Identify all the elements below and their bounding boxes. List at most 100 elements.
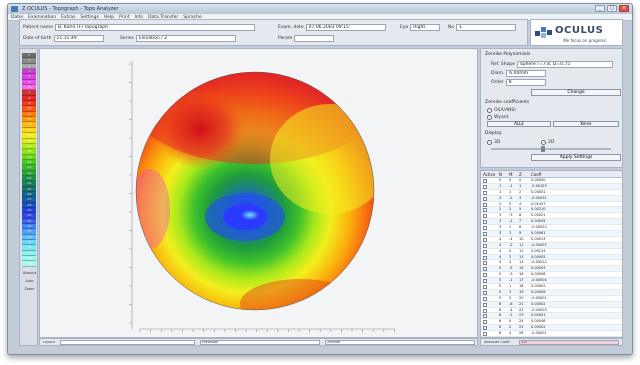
analysis-select[interactable]: Zernike <box>325 340 475 345</box>
diameter-field[interactable]: 6.00mm <box>506 70 547 77</box>
row-checkbox[interactable] <box>483 314 487 319</box>
ref-shape-field[interactable]: Sphere r=7.8, D=0.75 <box>516 61 613 68</box>
menu-item[interactable]: Print <box>119 14 130 20</box>
row-checkbox[interactable] <box>483 279 487 284</box>
row-checkbox[interactable] <box>483 220 487 225</box>
color-swatch[interactable]: -21 <box>22 165 36 171</box>
color-swatch[interactable]: -3 <box>22 69 36 75</box>
table-row[interactable]: 5 -5 15 0.00003 <box>481 266 622 273</box>
row-checkbox[interactable] <box>483 214 487 219</box>
table-row[interactable]: 2 -2 3 -0.00031 <box>481 195 622 202</box>
color-swatch[interactable]: -14 <box>22 127 36 134</box>
table-row[interactable]: 4 0 12 0.00134 <box>481 249 622 255</box>
table-row[interactable]: 5 1 18 0.00002 <box>481 284 622 290</box>
table-row[interactable]: 3 3 9 0.00061 <box>481 231 622 237</box>
table-row[interactable]: 3 1 8 -0.00022 <box>481 225 622 232</box>
table-row[interactable]: 6 2 25 0.00002 <box>481 325 622 332</box>
color-swatch[interactable]: -4 <box>22 74 36 80</box>
col-z[interactable]: Z <box>519 172 522 177</box>
select-none-button[interactable]: Keine <box>553 121 619 127</box>
select-all-button[interactable]: ALLE <box>487 121 551 127</box>
color-swatch[interactable]: -9 <box>22 101 36 107</box>
table-row[interactable]: 2 0 4 0.01457 <box>481 202 622 208</box>
menu-item[interactable]: Data Transfer <box>148 14 179 20</box>
table-row[interactable]: 6 4 26 -0.00001 <box>481 331 622 337</box>
row-checkbox[interactable] <box>483 179 487 183</box>
row-checkbox[interactable] <box>483 208 487 213</box>
color-swatch[interactable]: -29 <box>22 207 36 214</box>
color-swatch[interactable]: -10 <box>22 106 36 112</box>
color-swatch[interactable]: -27 <box>22 197 36 203</box>
row-checkbox[interactable] <box>483 290 487 295</box>
table-row[interactable]: 3 -3 6 0.00021 <box>481 213 622 220</box>
color-swatch[interactable]: -36 <box>22 245 36 251</box>
display-2d-radio[interactable] <box>541 140 546 145</box>
menu-item[interactable]: Extras <box>61 14 76 20</box>
color-swatch[interactable]: -8 <box>22 95 36 102</box>
col-coeff[interactable]: Coeff <box>531 172 542 177</box>
color-swatch[interactable]: -20 <box>22 159 36 166</box>
abs-coeff-field[interactable]: 1.0 <box>519 340 619 345</box>
row-checkbox[interactable] <box>483 202 487 207</box>
change-button[interactable]: Change <box>531 89 621 96</box>
table-row[interactable]: 6 -4 22 -0.00003 <box>481 308 622 314</box>
row-checkbox[interactable] <box>483 296 487 301</box>
color-swatch[interactable]: -37 <box>22 250 36 257</box>
title-bar[interactable]: Z OCULUS - Topograph - Topo Analyzer _ □… <box>8 4 632 14</box>
color-swatch[interactable]: -16 <box>22 138 36 144</box>
color-swatch[interactable]: -31 <box>22 218 36 224</box>
color-swatch[interactable]: -2 <box>22 63 36 70</box>
color-swatch[interactable]: -22 <box>22 170 36 176</box>
map-type-select[interactable]: Elevation <box>200 340 320 345</box>
table-row[interactable]: 5 -1 17 -0.00004 <box>481 278 622 285</box>
table-row[interactable]: 3 -1 7 0.00045 <box>481 219 622 226</box>
topography-map-area[interactable] <box>39 48 478 338</box>
close-button[interactable]: × <box>619 5 629 12</box>
col-n[interactable]: N <box>499 172 502 177</box>
color-swatch[interactable]: 0 <box>22 53 36 59</box>
patient-name-field[interactable]: B, Karin (F) Topograph <box>54 24 255 31</box>
row-checkbox[interactable] <box>483 249 487 254</box>
row-checkbox[interactable] <box>483 261 487 266</box>
row-checkbox[interactable] <box>483 196 487 201</box>
menu-item[interactable]: Datei <box>11 14 24 20</box>
color-swatch[interactable]: -34 <box>22 234 36 241</box>
color-swatch[interactable]: -7 <box>22 90 36 96</box>
color-swatch[interactable]: -1 <box>22 58 36 64</box>
row-checkbox[interactable] <box>483 190 487 195</box>
color-swatch[interactable]: -11 <box>22 111 36 118</box>
row-checkbox[interactable] <box>483 308 487 313</box>
row-checkbox[interactable] <box>483 320 487 325</box>
color-swatch[interactable]: -39 <box>22 261 36 267</box>
color-swatch[interactable]: -5 <box>22 79 36 86</box>
menu-item[interactable]: Help <box>103 14 115 20</box>
color-swatch[interactable]: -24 <box>22 181 36 187</box>
color-swatch[interactable]: -28 <box>22 202 36 208</box>
apply-settings-button[interactable]: Apply Settings <box>531 154 621 161</box>
minimize-button[interactable]: _ <box>595 5 605 12</box>
eye-field[interactable]: Right <box>410 24 441 31</box>
col-m[interactable]: M <box>509 172 513 177</box>
maximize-button[interactable]: □ <box>607 5 617 12</box>
row-checkbox[interactable] <box>483 285 487 290</box>
topography-map[interactable] <box>40 49 479 339</box>
table-row[interactable]: 5 -3 16 0.00008 <box>481 272 622 279</box>
table-row[interactable]: 4 -4 10 0.00013 <box>481 237 622 243</box>
exam-date-field[interactable]: 07.06.2003 09:15 <box>305 24 386 31</box>
menu-item[interactable]: Settings <box>80 14 99 20</box>
osa-radio[interactable] <box>487 108 492 113</box>
menu-item[interactable]: Examination <box>28 14 57 20</box>
table-row[interactable]: 5 5 20 -0.00001 <box>481 296 622 302</box>
color-swatch[interactable]: -33 <box>22 229 36 235</box>
wyant-radio[interactable] <box>487 115 492 120</box>
color-swatch[interactable]: -38 <box>22 256 36 262</box>
color-swatch[interactable]: -26 <box>22 191 36 198</box>
birth-date-field[interactable]: 11.11.49 <box>53 35 104 42</box>
param-field[interactable] <box>294 35 335 42</box>
table-row[interactable]: 1 -1 1 -0.00153 <box>481 183 622 190</box>
table-row[interactable]: 5 3 19 0.00006 <box>481 289 622 296</box>
color-swatch[interactable]: -17 <box>22 143 36 150</box>
menu-item[interactable]: Info <box>134 14 144 20</box>
row-checkbox[interactable] <box>483 302 487 307</box>
row-checkbox[interactable] <box>483 243 487 248</box>
